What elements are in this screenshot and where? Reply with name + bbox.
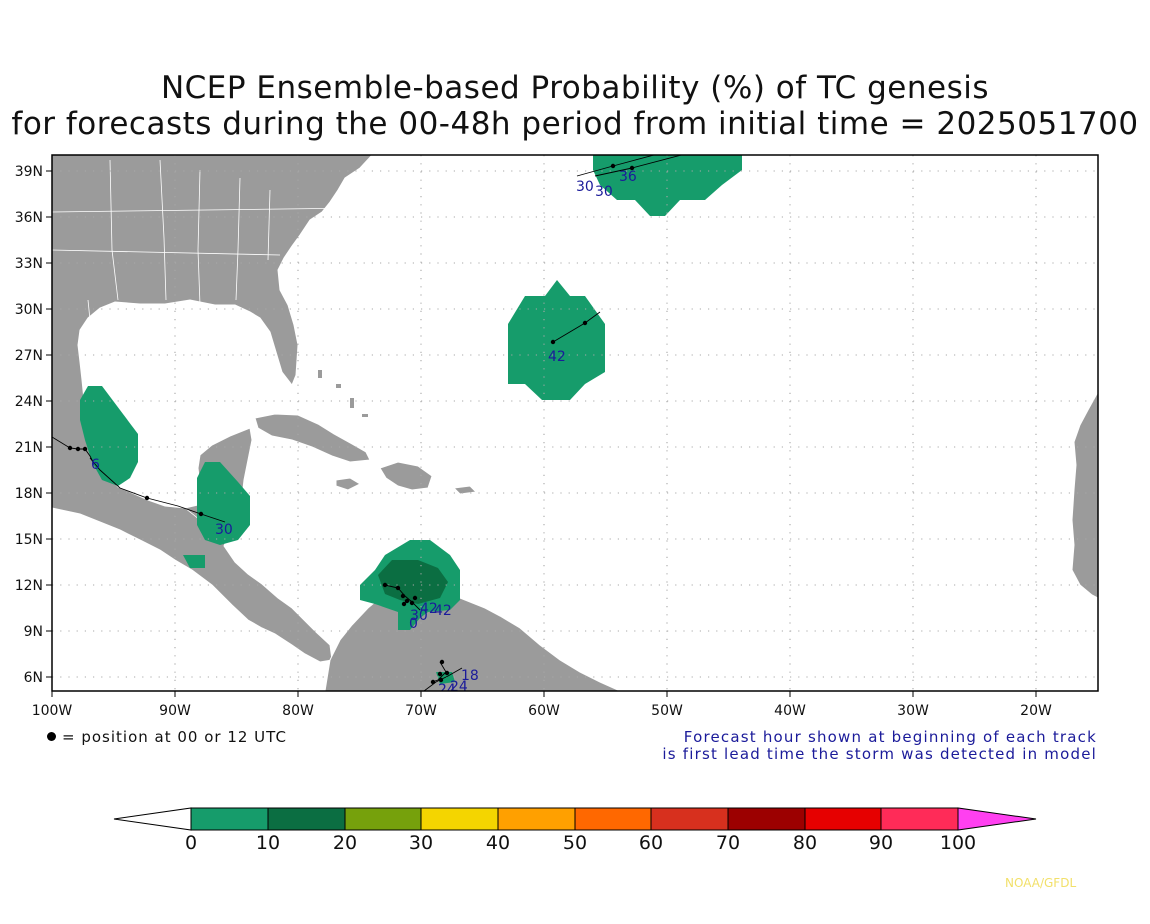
svg-text:30: 30: [410, 608, 428, 624]
svg-text:10: 10: [256, 832, 280, 854]
colorbar-under-triangle: [113, 807, 192, 831]
svg-text:15N: 15N: [15, 532, 43, 548]
north-america-land: [52, 155, 373, 663]
svg-text:80W: 80W: [282, 703, 314, 719]
svg-text:90: 90: [869, 832, 893, 854]
svg-text:24: 24: [450, 679, 468, 695]
svg-text:0: 0: [185, 832, 197, 854]
svg-text:24: 24: [438, 682, 456, 698]
region-southern-caribbean-core: [378, 560, 448, 604]
axis-tick-marks: [46, 170, 1037, 697]
bahamas-islands: [318, 370, 368, 417]
track-labels: 36 30 30 42 6 30 42 42 30 0 18 24 24: [91, 169, 637, 698]
colorbar-bin-10-20: [267, 807, 346, 831]
svg-text:70: 70: [716, 832, 740, 854]
svg-text:50W: 50W: [651, 703, 683, 719]
svg-text:50: 50: [563, 832, 587, 854]
svg-text:20W: 20W: [1020, 703, 1052, 719]
svg-text:30: 30: [409, 832, 433, 854]
longitude-labels: 100W 90W 80W 70W 60W 50W 40W 30W 20W: [32, 703, 1052, 719]
colorbar-bin-50-60: [574, 807, 652, 831]
svg-text:33N: 33N: [15, 256, 43, 272]
svg-text:70W: 70W: [405, 703, 437, 719]
chart-title-line-1: NCEP Ensemble-based Probability (%) of T…: [160, 70, 990, 106]
credit-label: NOAA/GFDL: [1005, 876, 1077, 890]
region-caribbean-small: [183, 555, 205, 568]
svg-text:42: 42: [434, 603, 452, 619]
svg-text:9N: 9N: [24, 624, 43, 640]
svg-text:100: 100: [940, 832, 976, 854]
colorbar-bin-80-90: [804, 807, 882, 831]
political-borders: [52, 159, 361, 541]
africa-land: [1071, 390, 1098, 599]
svg-text:30N: 30N: [15, 302, 43, 318]
jamaica: [335, 477, 362, 491]
colorbar-bin-70-80: [727, 807, 806, 831]
svg-text:60: 60: [639, 832, 663, 854]
hispaniola: [379, 461, 433, 491]
cuba: [254, 413, 371, 463]
colorbar-bin-90-100: [880, 807, 959, 831]
svg-text:30: 30: [595, 184, 613, 200]
svg-text:90W: 90W: [159, 703, 191, 719]
colorbar-bin-0-10: [190, 807, 269, 831]
track-position-dots: [67, 163, 635, 685]
forecast-hour-note-line-1: Forecast hour shown at beginning of each…: [683, 728, 1097, 746]
svg-text:39N: 39N: [15, 164, 43, 180]
region-central-atlantic-north: [593, 155, 742, 216]
svg-text:27N: 27N: [15, 348, 43, 364]
svg-text:30: 30: [576, 179, 594, 195]
svg-text:6N: 6N: [24, 670, 43, 686]
genesis-probability-regions: [80, 155, 742, 684]
svg-text:6: 6: [91, 457, 100, 473]
colorbar-bin-30-40: [420, 807, 499, 831]
position-legend: = position at 00 or 12 UTC: [47, 728, 287, 746]
svg-text:20: 20: [333, 832, 357, 854]
chart-title-line-2: for forecasts during the 00-48h period f…: [11, 106, 1139, 142]
colorbar: [113, 807, 1037, 831]
latitude-labels: 6N 9N 12N 15N 18N 21N 24N 27N 30N 33N 36…: [15, 164, 43, 686]
svg-text:21N: 21N: [15, 440, 43, 456]
map-area: 36 30 30 42 6 30 42 42 30 0 18 24 24: [52, 155, 1098, 698]
svg-text:42: 42: [420, 601, 438, 617]
region-gulf-of-mexico-west: [80, 386, 138, 486]
svg-text:80: 80: [793, 832, 817, 854]
svg-text:42: 42: [548, 349, 566, 365]
svg-text:100W: 100W: [32, 703, 73, 719]
svg-text:30W: 30W: [897, 703, 929, 719]
svg-text:18: 18: [461, 668, 479, 684]
svg-text:12N: 12N: [15, 578, 43, 594]
colorbar-bin-60-70: [650, 807, 729, 831]
forecast-hour-note-line-2: is first lead time the storm was detecte…: [662, 745, 1097, 763]
svg-text:18N: 18N: [15, 486, 43, 502]
puerto-rico: [452, 485, 478, 495]
svg-text:36N: 36N: [15, 210, 43, 226]
svg-text:40W: 40W: [774, 703, 806, 719]
colorbar-bin-40-50: [497, 807, 576, 831]
position-dot-icon: [47, 732, 56, 741]
region-yucatan: [197, 462, 250, 545]
svg-text:30: 30: [215, 522, 233, 538]
svg-text:60W: 60W: [528, 703, 560, 719]
colorbar-labels: 0 10 20 30 40 50 60 70 80 90 100: [185, 832, 976, 854]
colorbar-bin-20-30: [344, 807, 422, 831]
svg-text:24N: 24N: [15, 394, 43, 410]
svg-text:36: 36: [619, 169, 637, 185]
colorbar-over-triangle: [957, 807, 1037, 831]
svg-text:40: 40: [486, 832, 510, 854]
map-frame: [51, 154, 1099, 692]
position-legend-text: = position at 00 or 12 UTC: [62, 728, 287, 746]
svg-text:0: 0: [409, 616, 418, 632]
